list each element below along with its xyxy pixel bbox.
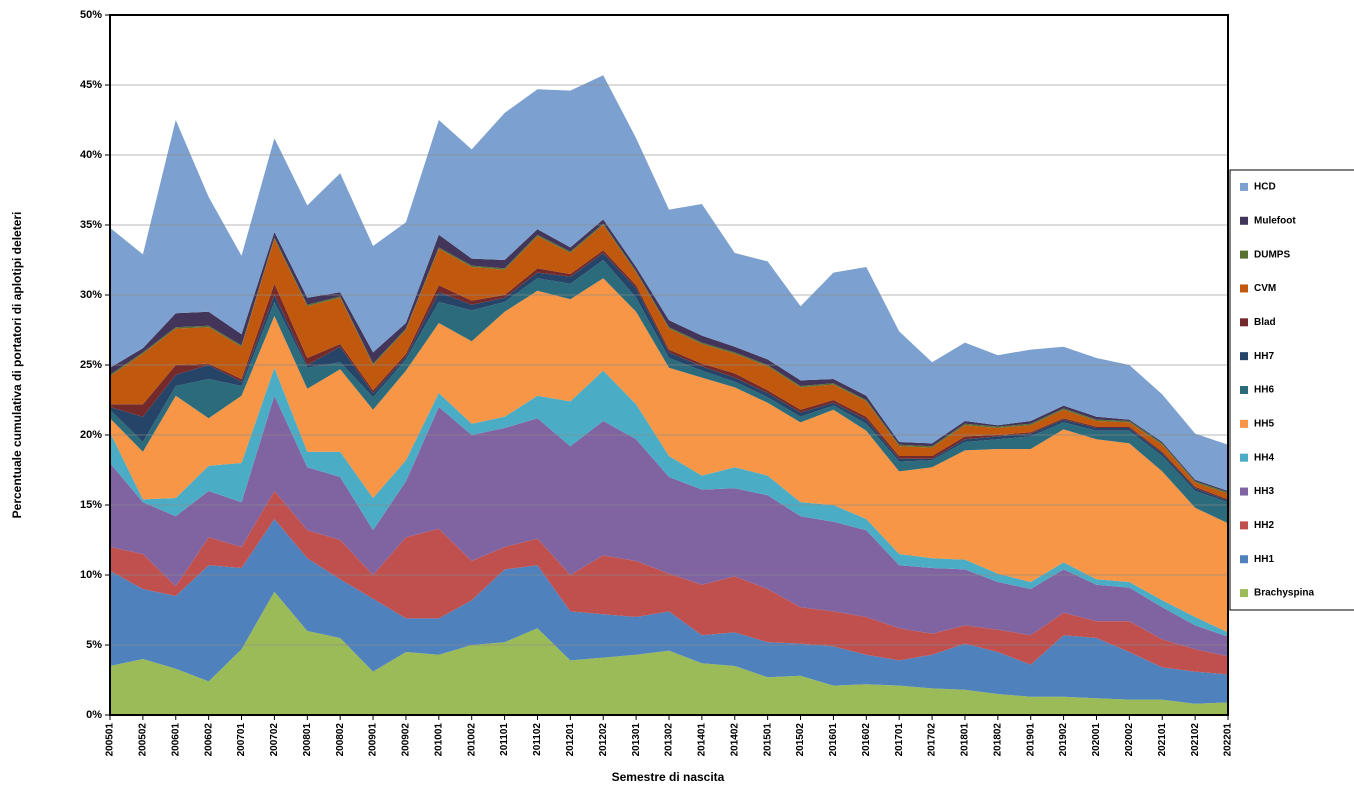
area	[110, 591, 1228, 715]
x-tick-label: 201601	[828, 723, 839, 757]
legend-label: Blad	[1254, 317, 1276, 328]
y-tick-label: 25%	[80, 359, 102, 371]
x-tick-label: 200601	[170, 723, 181, 757]
x-tick-label: 200702	[269, 723, 280, 757]
x-tick-label: 201801	[960, 723, 971, 757]
x-tick-label: 201001	[433, 723, 444, 757]
legend-swatch	[1240, 555, 1248, 564]
x-tick-label: 201101	[499, 723, 510, 756]
x-tick-label: 200502	[138, 723, 149, 757]
y-tick-label: 10%	[80, 569, 102, 581]
x-tick-label: 201201	[565, 723, 576, 757]
legend-swatch	[1240, 521, 1248, 530]
area	[110, 75, 1228, 491]
legend-swatch	[1240, 589, 1248, 598]
x-tick-label: 202002	[1124, 723, 1135, 757]
legend-swatch	[1240, 419, 1248, 428]
x-tick-label: 201402	[729, 723, 740, 757]
legend-label: HH7	[1254, 351, 1274, 362]
y-tick-label: 0%	[86, 709, 102, 721]
legend-swatch	[1240, 284, 1248, 293]
x-tick-label: 201701	[894, 723, 905, 757]
x-tick-label: 201202	[598, 723, 609, 757]
legend-label: HH5	[1254, 418, 1274, 429]
y-tick-label: 5%	[86, 639, 102, 651]
legend-label: HH1	[1254, 554, 1274, 565]
area	[110, 260, 1228, 524]
x-tick-label: 202102	[1190, 723, 1201, 757]
y-tick-label: 15%	[80, 499, 102, 511]
legend-box	[1229, 169, 1354, 611]
legend-swatch	[1240, 487, 1248, 496]
legend-swatch	[1240, 216, 1248, 225]
x-tick-label: 202201	[1223, 723, 1234, 757]
x-tick-label: 200802	[335, 723, 346, 757]
legend-label: CVM	[1254, 283, 1276, 294]
x-tick-label: 201702	[927, 723, 938, 757]
x-tick-label: 200801	[302, 723, 313, 757]
x-tick-label: 200701	[236, 723, 247, 757]
x-tick-label: 200602	[203, 723, 214, 757]
y-tick-label: 50%	[80, 9, 102, 21]
legend-label: HH2	[1254, 520, 1274, 531]
x-tick-label: 201102	[532, 723, 543, 756]
y-tick-label: 35%	[80, 219, 102, 231]
x-tick-label: 201602	[861, 723, 872, 757]
legend-swatch	[1240, 453, 1248, 462]
area	[110, 491, 1228, 675]
legend-label: HCD	[1254, 182, 1276, 193]
x-tick-label: 201302	[664, 723, 675, 757]
legend-swatch	[1240, 352, 1248, 361]
x-tick-label: 200902	[401, 723, 412, 757]
x-axis-title: Semestre di nascita	[612, 770, 725, 784]
area	[110, 395, 1228, 657]
y-tick-label: 45%	[80, 79, 102, 91]
legend-swatch	[1240, 250, 1248, 259]
x-tick-label: 201901	[1025, 723, 1036, 757]
x-tick-label: 201002	[466, 723, 477, 757]
x-tick-label: 202101	[1157, 723, 1168, 757]
legend-label: Brachyspina	[1254, 588, 1314, 599]
legend-label: HH3	[1254, 486, 1274, 497]
legend-label: Mulefoot	[1254, 215, 1296, 226]
legend-label: HH4	[1254, 452, 1274, 463]
legend-swatch	[1240, 386, 1248, 394]
x-tick-label: 200501	[105, 723, 116, 757]
y-tick-label: 20%	[80, 429, 102, 441]
legend-swatch	[1240, 318, 1248, 327]
y-tick-label: 40%	[80, 149, 102, 161]
legend-label: DUMPS	[1254, 249, 1290, 260]
x-tick-label: 201502	[795, 723, 806, 757]
y-tick-label: 30%	[80, 289, 102, 301]
x-tick-label: 201501	[762, 723, 773, 757]
legend-label: HH6	[1254, 385, 1274, 396]
x-tick-label: 202001	[1091, 723, 1102, 757]
area	[110, 278, 1228, 633]
legend-swatch	[1240, 182, 1248, 191]
x-tick-label: 201802	[992, 723, 1003, 757]
y-axis-title: Percentuale cumulativa di portatori di a…	[10, 212, 24, 519]
x-tick-label: 201301	[631, 723, 642, 757]
x-tick-label: 201902	[1058, 723, 1069, 757]
x-tick-label: 201401	[697, 723, 708, 757]
x-tick-label: 200901	[368, 723, 379, 757]
